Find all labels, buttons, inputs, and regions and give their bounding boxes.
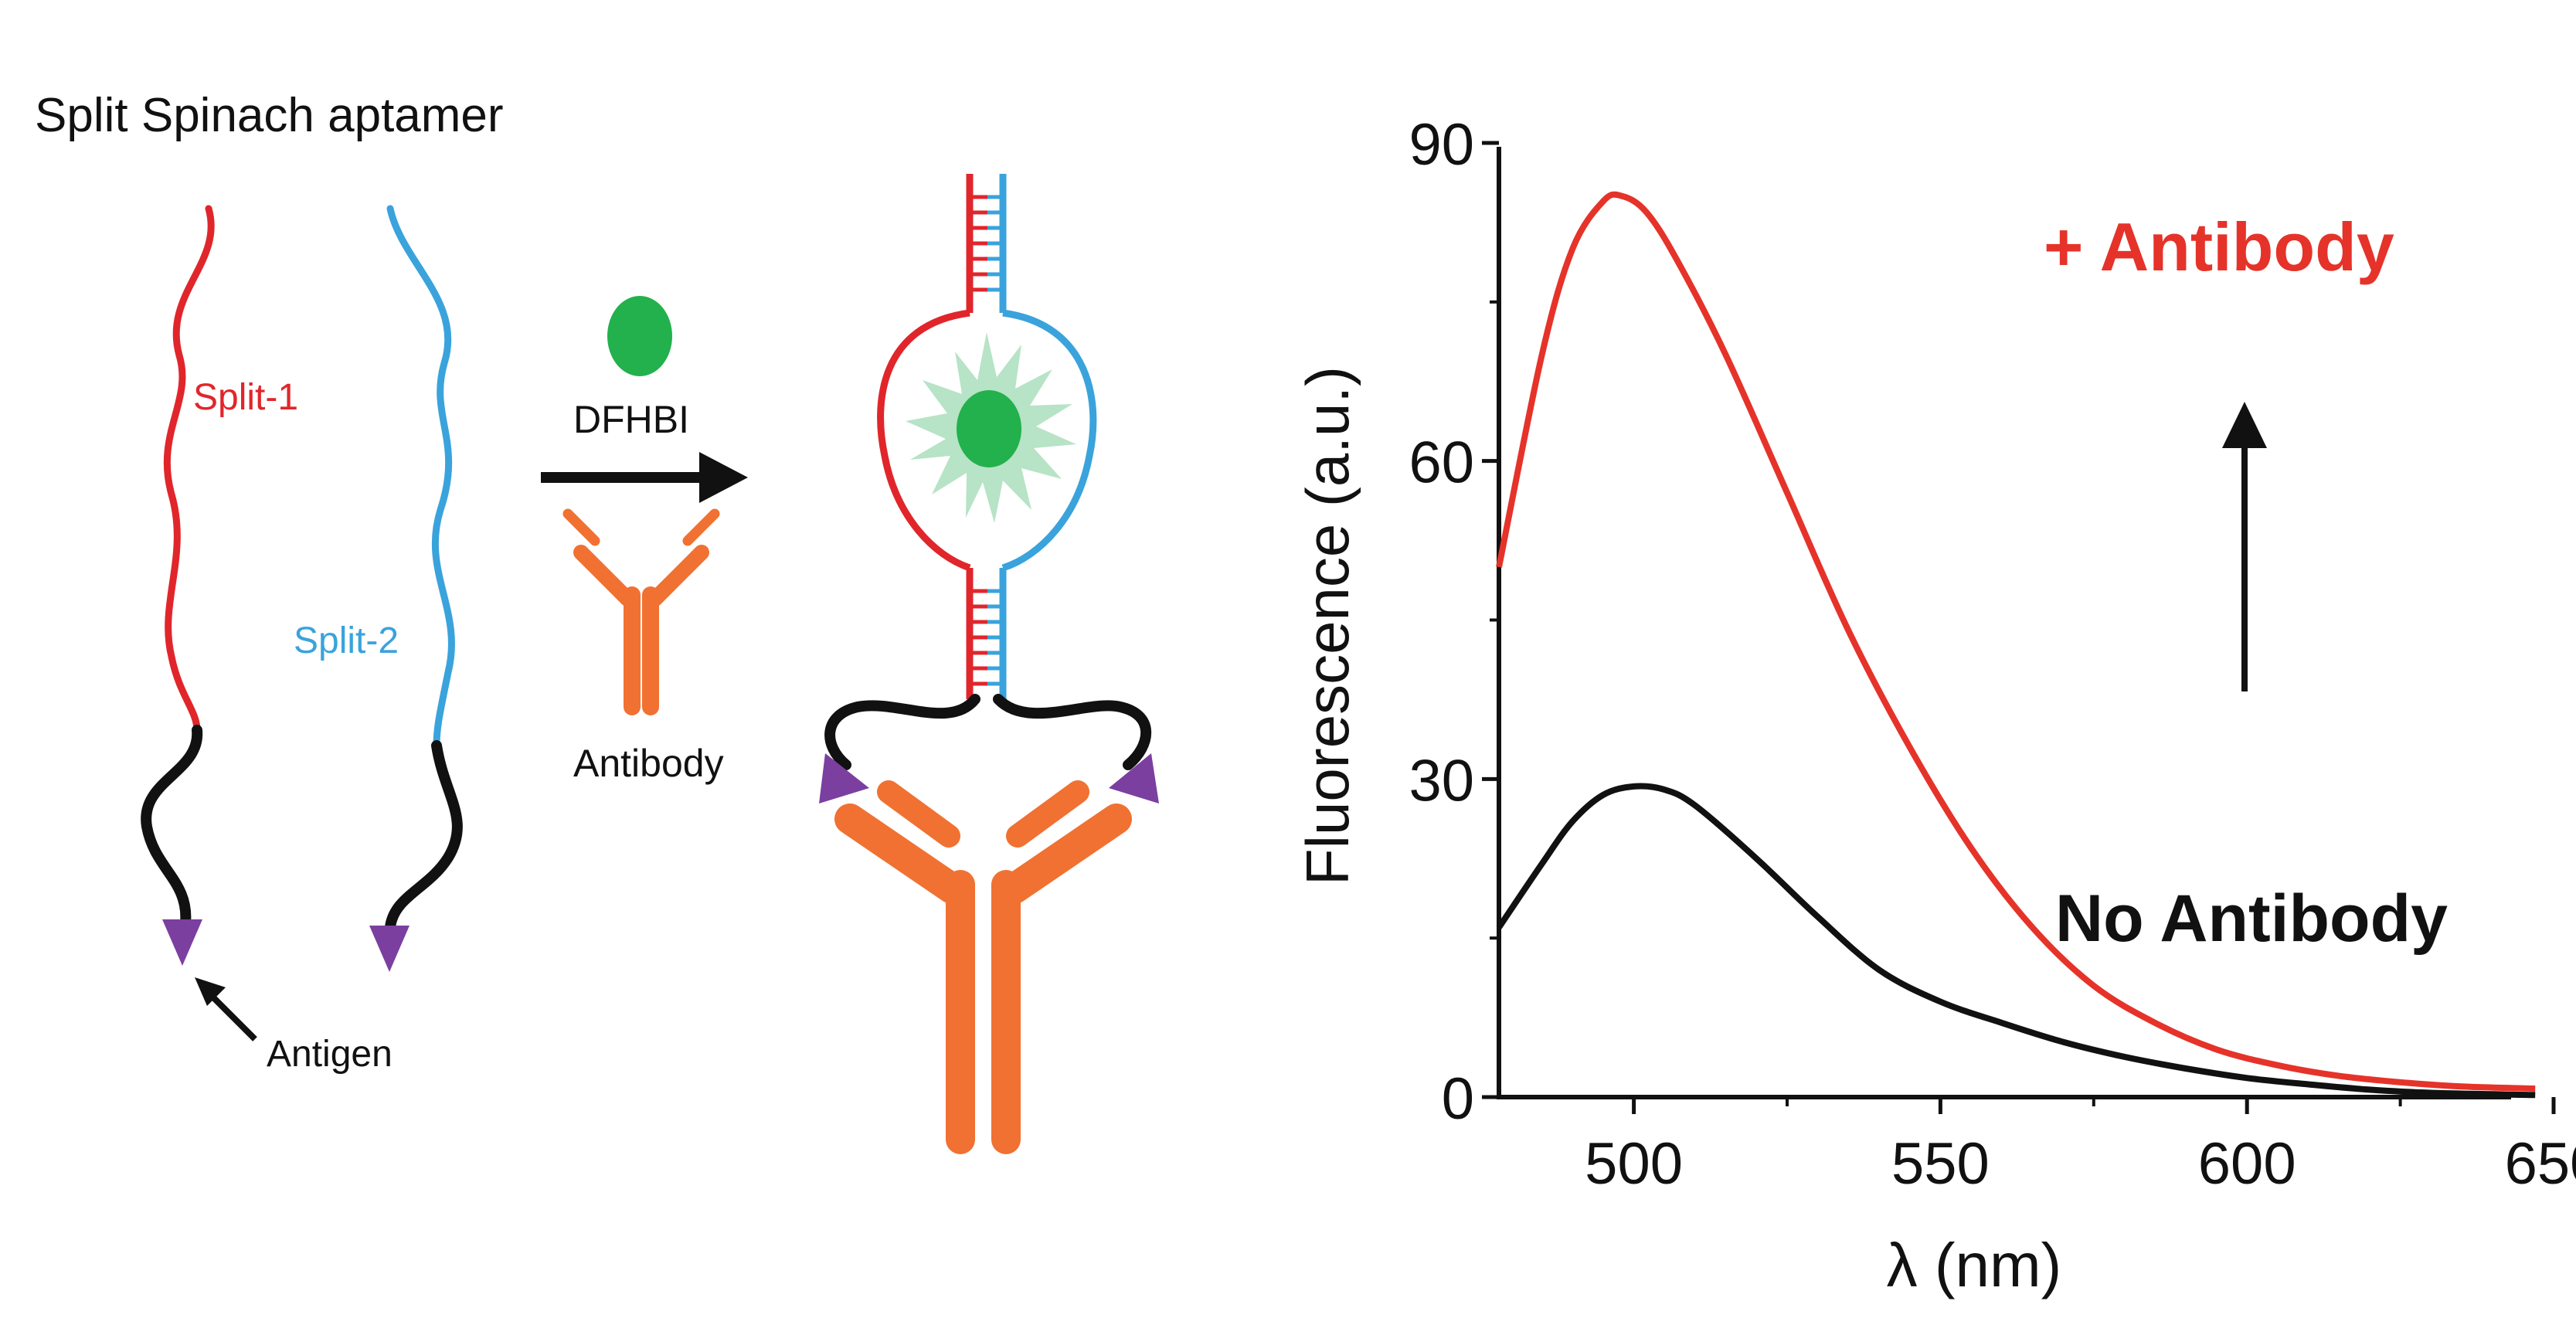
annotation-no-antibody: No Antibody bbox=[2055, 882, 2448, 956]
split1-strand bbox=[163, 205, 215, 734]
series-line-no-antibody bbox=[1496, 783, 2536, 1099]
reaction-arrowhead bbox=[699, 452, 748, 503]
x-tick-label: 550 bbox=[1891, 1131, 1990, 1197]
antibody-label: Antibody bbox=[573, 742, 724, 785]
complex-antigen-left-icon bbox=[819, 753, 869, 804]
complex-linker-right bbox=[993, 694, 1152, 770]
antibody-icon-large bbox=[834, 780, 1132, 1154]
spectrum-lines bbox=[1496, 191, 2536, 1099]
x-tick-label: 500 bbox=[1585, 1131, 1683, 1197]
fluorescence-chart: 0306090500550600650 Fluorescence (a.u.) … bbox=[1293, 112, 2576, 1300]
split2-label: Split-2 bbox=[294, 620, 399, 661]
complex-antigen-right-icon bbox=[1109, 753, 1159, 804]
y-tick-label: 90 bbox=[1409, 112, 1474, 178]
series-line-plus-antibody bbox=[1496, 191, 2536, 1092]
dfhbi-label: DFHBI bbox=[573, 398, 689, 441]
x-tick-label: 650 bbox=[2505, 1131, 2576, 1197]
x-axis-label: λ (nm) bbox=[1887, 1231, 2062, 1300]
upper-stem-basepairs bbox=[972, 195, 987, 292]
annotation-plus-antibody: + Antibody bbox=[2044, 209, 2394, 285]
split1-label: Split-1 bbox=[193, 377, 298, 418]
y-axis-label: Fluorescence (a.u.) bbox=[1293, 366, 1361, 885]
complex-linker-left bbox=[824, 694, 980, 770]
split2-antigen-icon bbox=[369, 926, 410, 972]
tick-labels: 0 30 60 90 500 550 600 650 bbox=[1409, 112, 2576, 1197]
aptamer-loop-red bbox=[877, 309, 971, 572]
split2-strand bbox=[386, 205, 455, 749]
bound-dfhbi-icon bbox=[957, 390, 1021, 467]
split1-antigen-icon bbox=[162, 919, 202, 966]
y-tick-label: 0 bbox=[1442, 1066, 1474, 1132]
dfhbi-dye-icon bbox=[607, 296, 672, 376]
aptamer-loop-blue bbox=[1001, 309, 1097, 572]
schematic: Split Spinach aptamer Split-1 Split-2 An… bbox=[35, 89, 1159, 1154]
y-tick-label: 60 bbox=[1409, 430, 1474, 496]
antigen-label: Antigen bbox=[267, 1034, 393, 1075]
split2-linker bbox=[385, 740, 463, 933]
antibody-icon-small bbox=[562, 508, 720, 715]
antigen-pointer-arrow bbox=[206, 990, 257, 1041]
x-tick-label: 600 bbox=[2198, 1131, 2296, 1197]
antigen-pointer-arrowhead bbox=[195, 977, 226, 1006]
increase-arrowhead bbox=[2222, 402, 2267, 448]
axis-ticks bbox=[1482, 141, 2556, 1114]
y-tick-label: 30 bbox=[1409, 748, 1474, 814]
split1-linker bbox=[141, 725, 203, 929]
diagram-title: Split Spinach aptamer bbox=[35, 89, 504, 142]
assembled-complex bbox=[819, 174, 1159, 1154]
